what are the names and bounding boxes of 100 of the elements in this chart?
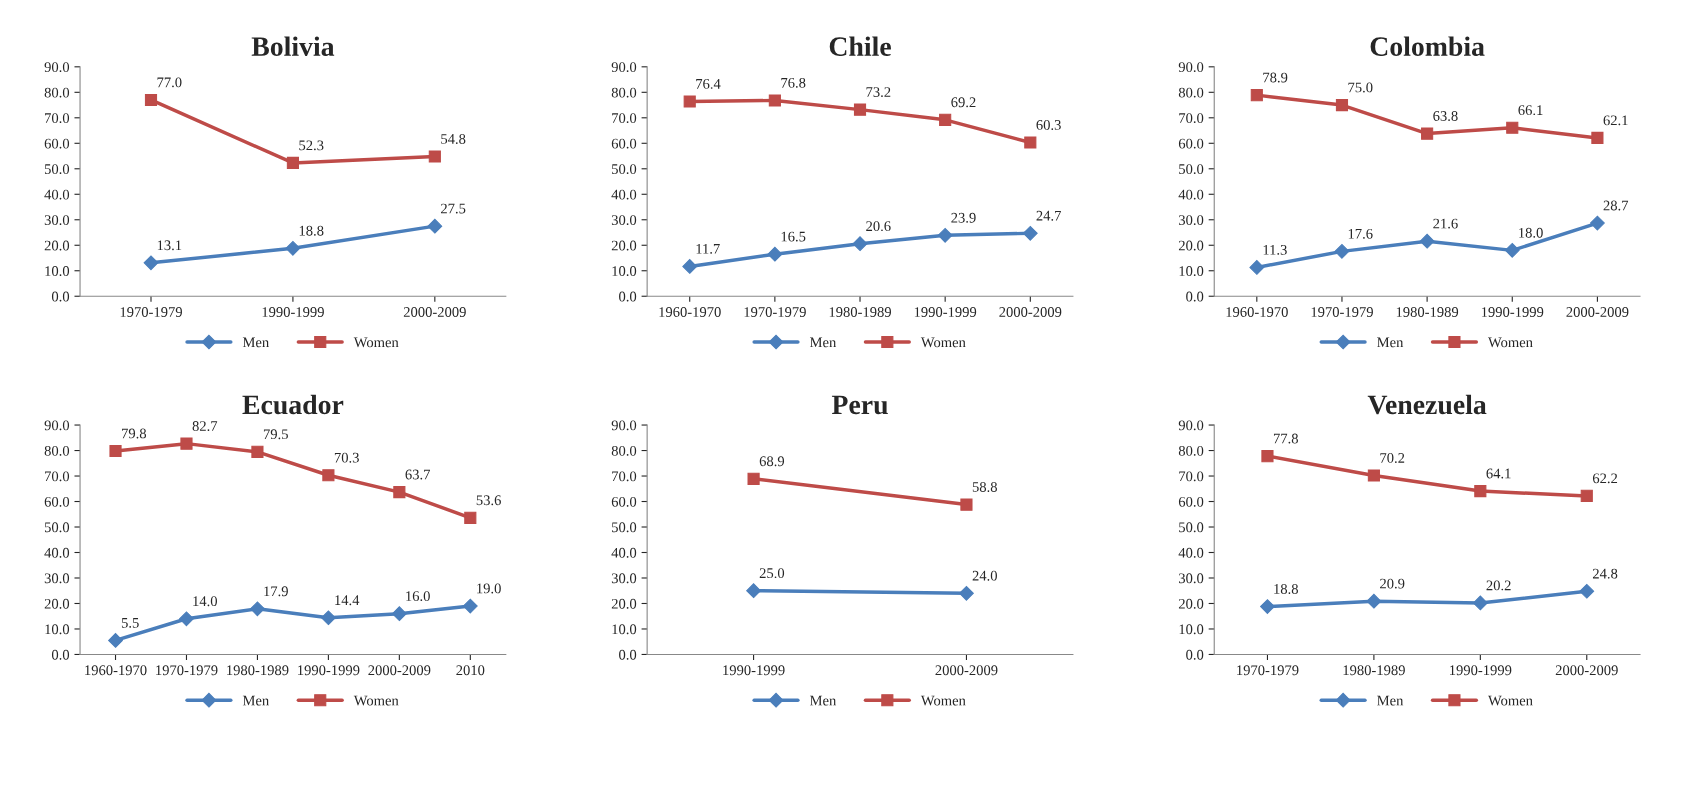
data-label: 58.8 xyxy=(972,482,997,492)
legend-label: Men xyxy=(242,337,269,348)
point xyxy=(428,150,441,163)
x-tick-label: 1980-1989 xyxy=(1396,307,1459,317)
point xyxy=(1335,98,1349,112)
data-label: 27.5 xyxy=(441,203,466,214)
data-label: 24.7 xyxy=(1036,210,1061,221)
y-tick-label: 50.0 xyxy=(612,522,637,533)
point xyxy=(1260,599,1275,614)
data-label: 79.5 xyxy=(263,429,288,440)
y-tick-label: 10.0 xyxy=(1179,266,1204,277)
data-label: 18.0 xyxy=(1519,227,1543,238)
data-label: 17.6 xyxy=(1348,228,1373,239)
point xyxy=(1419,233,1435,249)
y-tick-label: 40.0 xyxy=(44,189,70,200)
data-label: 14.0 xyxy=(193,596,217,607)
y-tick-label: 20.0 xyxy=(1178,240,1204,251)
y-tick-label: 60.0 xyxy=(611,138,637,149)
data-label: 18.8 xyxy=(1274,584,1298,594)
y-tick-label: 20.0 xyxy=(611,598,637,609)
y-tick-label: 30.0 xyxy=(611,573,637,584)
y-tick-label: 70.0 xyxy=(612,471,637,482)
x-tick-label: 1990-1999 xyxy=(1450,665,1512,676)
data-label: 77.0 xyxy=(157,77,182,88)
point xyxy=(144,93,158,107)
y-tick-label: 30.0 xyxy=(44,573,70,584)
y-tick-label: 60.0 xyxy=(44,138,70,149)
data-label: 54.8 xyxy=(441,134,466,144)
y-tick-label: 80.0 xyxy=(44,87,70,98)
y-tick-label: 20.0 xyxy=(44,598,70,609)
point xyxy=(180,437,193,450)
data-label: 68.9 xyxy=(759,456,785,467)
point xyxy=(1334,243,1350,259)
legend-label: Women xyxy=(920,695,966,706)
y-tick-label: 80.0 xyxy=(611,87,637,98)
point xyxy=(108,633,123,648)
point xyxy=(1580,489,1593,502)
point xyxy=(1579,583,1595,599)
data-label: 13.1 xyxy=(157,240,182,251)
y-tick-label: 0.0 xyxy=(1186,291,1204,302)
data-label: 28.7 xyxy=(1603,200,1629,211)
x-tick-label: 1970-1979 xyxy=(1311,307,1373,317)
data-label: 63.8 xyxy=(1433,111,1458,121)
x-tick-label: 2010 xyxy=(456,665,485,676)
chart-title: Ecuador xyxy=(242,394,344,415)
point xyxy=(1591,131,1604,145)
y-tick-label: 30.0 xyxy=(1179,573,1204,584)
data-label: 53.6 xyxy=(476,495,501,506)
data-label: 24.8 xyxy=(1592,568,1618,579)
x-tick-label: 1970-1979 xyxy=(120,307,182,317)
x-tick-label: 1970-1979 xyxy=(1237,665,1299,676)
y-tick-label: 70.0 xyxy=(45,113,70,124)
x-tick-label: 1990-1999 xyxy=(723,665,785,676)
point xyxy=(747,472,760,485)
legend-label: Men xyxy=(809,337,837,348)
x-tick-label: 1970-1979 xyxy=(744,307,806,317)
y-tick-label: 70.0 xyxy=(45,471,70,482)
y-tick-label: 0.0 xyxy=(1186,649,1204,660)
data-label: 21.6 xyxy=(1433,218,1458,229)
x-tick-label: 1990-1999 xyxy=(298,665,360,676)
x-tick-label: 1980-1989 xyxy=(1343,665,1405,676)
data-label: 17.9 xyxy=(264,586,288,597)
y-tick-label: 0.0 xyxy=(51,291,70,302)
chart-title: Venezuela xyxy=(1367,394,1487,415)
point xyxy=(853,103,867,116)
data-label: 76.4 xyxy=(696,79,721,89)
y-tick-label: 90.0 xyxy=(611,62,637,73)
y-tick-label: 10.0 xyxy=(45,624,70,635)
data-label: 11.3 xyxy=(1263,244,1287,255)
y-tick-label: 0.0 xyxy=(619,649,637,660)
y-tick-label: 60.0 xyxy=(1178,496,1204,507)
y-tick-label: 10.0 xyxy=(45,266,70,277)
y-tick-label: 20.0 xyxy=(611,240,637,251)
point xyxy=(939,113,952,126)
y-tick-label: 50.0 xyxy=(1179,522,1204,533)
data-label: 62.2 xyxy=(1592,473,1618,484)
point xyxy=(464,511,477,524)
x-tick-label: 2000-2009 xyxy=(1566,307,1629,317)
point xyxy=(1366,593,1382,609)
x-tick-label: 2000-2009 xyxy=(368,665,431,676)
y-tick-label: 80.0 xyxy=(1178,445,1204,456)
point xyxy=(1504,242,1520,258)
x-tick-label: 1960-1970 xyxy=(659,307,721,317)
x-tick-label: 2000-2009 xyxy=(1555,665,1618,676)
data-label: 77.8 xyxy=(1273,433,1298,444)
legend-label: Women xyxy=(920,337,966,348)
y-tick-label: 30.0 xyxy=(1179,215,1204,226)
point xyxy=(937,227,953,243)
legend-label: Women xyxy=(1487,337,1533,348)
data-label: 70.2 xyxy=(1380,452,1405,463)
point xyxy=(1506,121,1519,134)
data-label: 11.7 xyxy=(696,243,720,254)
y-tick-label: 30.0 xyxy=(44,215,70,226)
legend-label: Women xyxy=(353,695,399,706)
y-tick-label: 80.0 xyxy=(44,445,70,456)
x-tick-label: 1990-1999 xyxy=(262,307,324,317)
data-label: 19.0 xyxy=(477,583,501,594)
point xyxy=(959,585,974,601)
point xyxy=(1261,450,1274,463)
y-tick-label: 10.0 xyxy=(612,624,637,635)
